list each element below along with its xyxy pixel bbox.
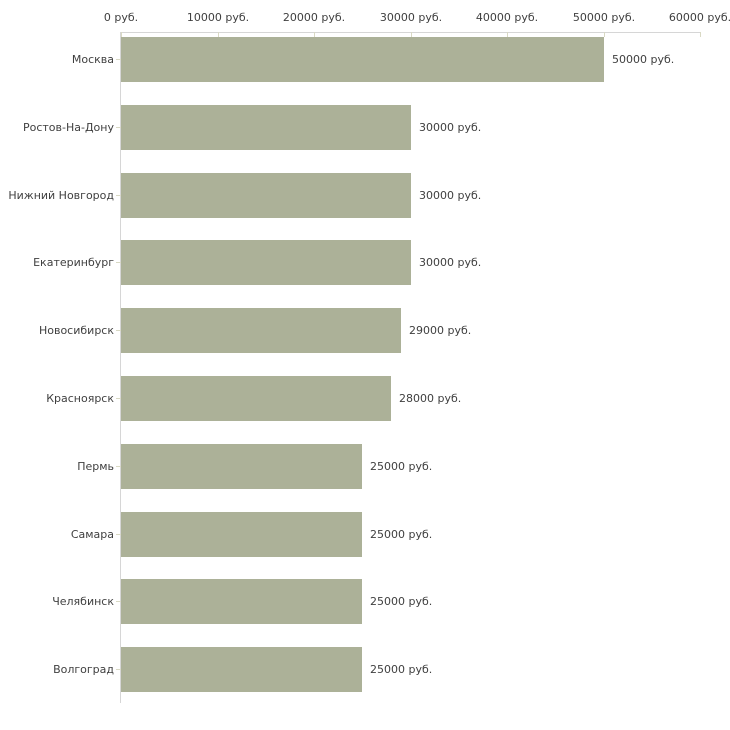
category-tick: [116, 534, 121, 535]
category-label: Нижний Новгород: [8, 189, 114, 202]
x-axis-tick: [700, 32, 701, 37]
x-axis-tick: [411, 32, 412, 37]
value-label: 30000 руб.: [419, 189, 482, 202]
category-label: Екатеринбург: [33, 256, 114, 269]
x-axis-tick-label: 50000 руб.: [572, 11, 636, 24]
category-tick: [116, 59, 121, 60]
x-axis-tick: [314, 32, 315, 37]
category-label: Новосибирск: [38, 324, 114, 337]
category-tick: [116, 330, 121, 331]
x-axis-tick-label: 40000 руб.: [475, 11, 539, 24]
bar: [121, 308, 401, 353]
value-label: 50000 руб.: [612, 53, 675, 66]
bar: [121, 444, 362, 489]
category-tick: [116, 669, 121, 670]
category-label: Самара: [70, 528, 114, 541]
x-axis-tick: [121, 32, 122, 37]
category-label: Волгоград: [53, 663, 114, 676]
category-tick: [116, 398, 121, 399]
category-label: Ростов-На-Дону: [22, 121, 114, 134]
x-axis-tick: [218, 32, 219, 37]
x-axis-tick: [507, 32, 508, 37]
value-label: 29000 руб.: [409, 324, 472, 337]
x-axis-tick-label: 0 руб.: [103, 11, 139, 24]
bar: [121, 37, 604, 82]
bar: [121, 105, 411, 150]
x-axis-tick-label: 30000 руб.: [379, 11, 443, 24]
x-axis-tick-label: 60000 руб.: [668, 11, 730, 24]
category-label: Челябинск: [52, 595, 114, 608]
bar: [121, 579, 362, 624]
value-label: 25000 руб.: [370, 460, 433, 473]
bar: [121, 647, 362, 692]
x-axis-tick-label: 20000 руб.: [282, 11, 346, 24]
value-label: 28000 руб.: [399, 392, 462, 405]
value-label: 25000 руб.: [370, 663, 433, 676]
bar: [121, 173, 411, 218]
bar: [121, 240, 411, 285]
y-axis-line: [120, 32, 121, 703]
bar: [121, 376, 391, 421]
value-label: 30000 руб.: [419, 256, 482, 269]
category-tick: [116, 601, 121, 602]
category-tick: [116, 262, 121, 263]
category-tick: [116, 466, 121, 467]
value-label: 25000 руб.: [370, 528, 433, 541]
category-label: Пермь: [77, 460, 114, 473]
x-axis-tick: [604, 32, 605, 37]
category-tick: [116, 127, 121, 128]
category-label: Москва: [71, 53, 114, 66]
category-label: Красноярск: [46, 392, 114, 405]
value-label: 30000 руб.: [419, 121, 482, 134]
value-label: 25000 руб.: [370, 595, 433, 608]
category-tick: [116, 195, 121, 196]
bar: [121, 512, 362, 557]
x-axis-tick-label: 10000 руб.: [186, 11, 250, 24]
